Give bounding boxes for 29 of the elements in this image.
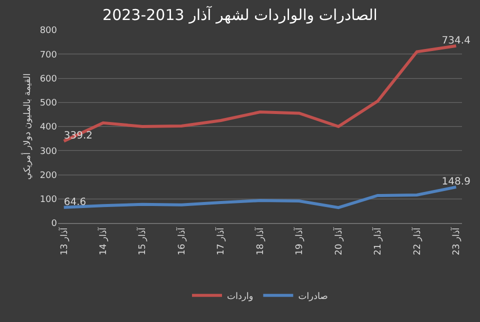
x-tick-label: آذار 22: [410, 227, 423, 256]
y-tick-label: 600: [40, 74, 58, 84]
x-tick-label: آذار 18: [254, 227, 266, 256]
x-tick-label: آذار 16: [175, 227, 188, 256]
y-tick-label: 800: [40, 26, 58, 36]
y-tick-label: 0: [51, 219, 58, 230]
x-tick-label: آذار 17: [214, 227, 227, 256]
y-tick-label: 700: [40, 50, 58, 60]
data-label: 148.9: [442, 176, 470, 188]
line-series: [62, 186, 458, 210]
x-tick-label: آذار 14: [97, 227, 110, 256]
y-tick-label: 100: [40, 195, 58, 206]
x-tick-label: آذار 23: [450, 227, 462, 256]
y-tick-label: 400: [40, 122, 58, 133]
y-tick-label: 300: [40, 146, 58, 157]
data-label: 64.6: [64, 196, 86, 208]
x-tick-label: آذار 19: [293, 227, 306, 256]
line-series: [62, 44, 458, 143]
y-axis-title: القيمة بالمليون دولار أمريكي: [21, 73, 33, 180]
chart-title: الصادرات والواردات لشهر آذار 2013-2023: [102, 5, 378, 24]
legend-label: واردات: [227, 292, 254, 302]
y-tick-label: 200: [40, 170, 58, 181]
x-tick-label: آذار 13: [58, 227, 70, 256]
legend-label: صادرات: [298, 292, 328, 302]
x-tick-label: آذار 21: [372, 227, 384, 256]
x-tick-label: آذار 15: [136, 227, 148, 256]
x-tick-label: آذار 20: [332, 227, 344, 256]
data-label: 734.4: [442, 35, 470, 46]
y-tick-label: 500: [40, 98, 58, 109]
